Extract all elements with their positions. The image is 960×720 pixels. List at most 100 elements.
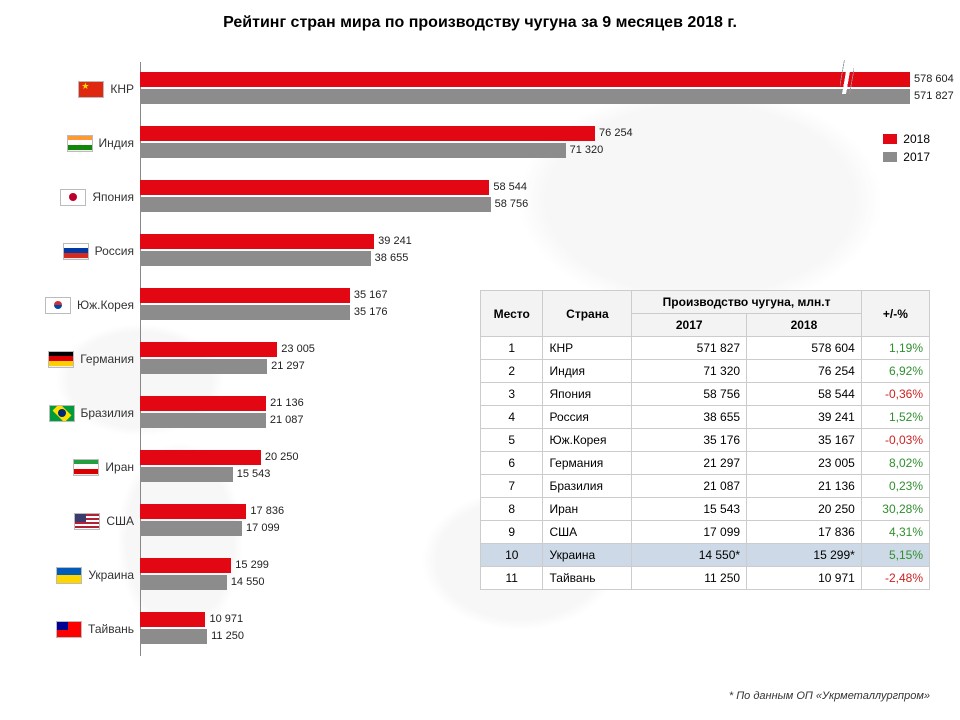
bar-y2017: 11 250 [140, 629, 207, 644]
table-cell: -0,03% [861, 429, 929, 452]
row-label: Япония [30, 189, 140, 206]
table-cell: 38 655 [632, 406, 747, 429]
bar-y2017: 571 827 [140, 89, 910, 104]
table-cell: 76 254 [747, 360, 862, 383]
flag-icon [45, 297, 71, 314]
chart-row: Россия39 24138 655 [30, 224, 930, 278]
table-cell: 5,15% [861, 544, 929, 567]
table-cell: 58 544 [747, 383, 862, 406]
table-cell: 14 550* [632, 544, 747, 567]
bar-value-label: 20 250 [265, 451, 299, 463]
legend: 2018 2017 [883, 132, 930, 168]
country-name: Юж.Корея [77, 298, 134, 312]
table-cell: 10 [481, 544, 543, 567]
bar-value-label: 10 971 [209, 613, 243, 625]
th-country: Страна [543, 291, 632, 337]
table-row: 11Тайвань11 25010 971-2,48% [481, 567, 930, 590]
table-cell: -0,36% [861, 383, 929, 406]
legend-item-2017: 2017 [883, 150, 930, 164]
table-row: 10Украина14 550*15 299*5,15% [481, 544, 930, 567]
axis-break-icon [840, 60, 854, 94]
flag-icon [60, 189, 86, 206]
table-cell: 2 [481, 360, 543, 383]
bars-group: 58 54458 756 [140, 170, 930, 224]
bar-y2018: 10 971 [140, 612, 205, 627]
table-cell: 21 087 [632, 475, 747, 498]
chart-title: Рейтинг стран мира по производству чугун… [0, 14, 960, 32]
table-row: 7Бразилия21 08721 1360,23% [481, 475, 930, 498]
bar-value-label: 21 087 [270, 414, 304, 426]
bar-value-label: 21 297 [271, 360, 305, 372]
table-head: Место Страна Производство чугуна, млн.т … [481, 291, 930, 337]
table-cell: 15 543 [632, 498, 747, 521]
flag-icon [73, 459, 99, 476]
bars-group: 76 254 71 320 [140, 116, 930, 170]
table-row: 4Россия38 65539 2411,52% [481, 406, 930, 429]
bar-y2018: 23 005 [140, 342, 277, 357]
bar-value-label: 17 836 [250, 505, 284, 517]
table-cell: 71 320 [632, 360, 747, 383]
table-cell: 4,31% [861, 521, 929, 544]
bar-y2017: 58 756 [140, 197, 491, 212]
th-change: +/-% [861, 291, 929, 337]
country-name: КНР [110, 82, 134, 96]
legend-item-2018: 2018 [883, 132, 930, 146]
row-label: Украина [30, 567, 140, 584]
bar-y2017: 15 543 [140, 467, 233, 482]
swatch-2017 [883, 152, 897, 162]
table-cell: 1,19% [861, 337, 929, 360]
table-cell: 3 [481, 383, 543, 406]
country-name: Тайвань [88, 622, 134, 636]
row-label: Юж.Корея [30, 297, 140, 314]
table-cell: Тайвань [543, 567, 632, 590]
bar-y2017: 35 176 [140, 305, 350, 320]
row-label: Иран [30, 459, 140, 476]
table-cell: 10 971 [747, 567, 862, 590]
legend-label-2018: 2018 [903, 132, 930, 146]
legend-label-2017: 2017 [903, 150, 930, 164]
table-cell: 23 005 [747, 452, 862, 475]
flag-icon [74, 513, 100, 530]
flag-icon [48, 351, 74, 368]
table-cell: 4 [481, 406, 543, 429]
table-cell: 17 836 [747, 521, 862, 544]
table-row: 5Юж.Корея35 17635 167-0,03% [481, 429, 930, 452]
bar-y2017: 14 550 [140, 575, 227, 590]
bar-y2018: 76 254 [140, 126, 595, 141]
th-2018: 2018 [747, 314, 862, 337]
table-body: 1КНР571 827578 6041,19%2Индия71 32076 25… [481, 337, 930, 590]
bar-value-label: 38 655 [375, 252, 409, 264]
country-name: Бразилия [81, 406, 135, 420]
flag-icon [56, 621, 82, 638]
bar-value-label: 58 756 [495, 198, 529, 210]
bar-y2017: 21 297 [140, 359, 267, 374]
table-cell: 39 241 [747, 406, 862, 429]
bar-y2017: 38 655 [140, 251, 371, 266]
bar-y2017: 17 099 [140, 521, 242, 536]
row-label: Германия [30, 351, 140, 368]
bar-value-label: 578 604 [914, 73, 954, 85]
country-name: США [106, 514, 134, 528]
table-cell: 8,02% [861, 452, 929, 475]
table-cell: 35 176 [632, 429, 747, 452]
bar-y2017: 71 320 [140, 143, 566, 158]
country-name: Япония [92, 190, 134, 204]
table-cell: 571 827 [632, 337, 747, 360]
table-cell: 21 297 [632, 452, 747, 475]
table-cell: 9 [481, 521, 543, 544]
table-cell: 17 099 [632, 521, 747, 544]
chart-row: Япония58 54458 756 [30, 170, 930, 224]
flag-icon: ★ [78, 81, 104, 98]
table-cell: 578 604 [747, 337, 862, 360]
bars-group: 39 241 38 655 [140, 224, 930, 278]
table-cell: 0,23% [861, 475, 929, 498]
table-cell: 30,28% [861, 498, 929, 521]
bar-value-label: 58 544 [493, 181, 527, 193]
flag-icon [63, 243, 89, 260]
table-row: 2Индия71 32076 2546,92% [481, 360, 930, 383]
table-row: 6Германия21 29723 0058,02% [481, 452, 930, 475]
bar-value-label: 39 241 [378, 235, 412, 247]
country-name: Иран [105, 460, 134, 474]
table-cell: 15 299* [747, 544, 862, 567]
data-table: Место Страна Производство чугуна, млн.т … [480, 290, 930, 590]
